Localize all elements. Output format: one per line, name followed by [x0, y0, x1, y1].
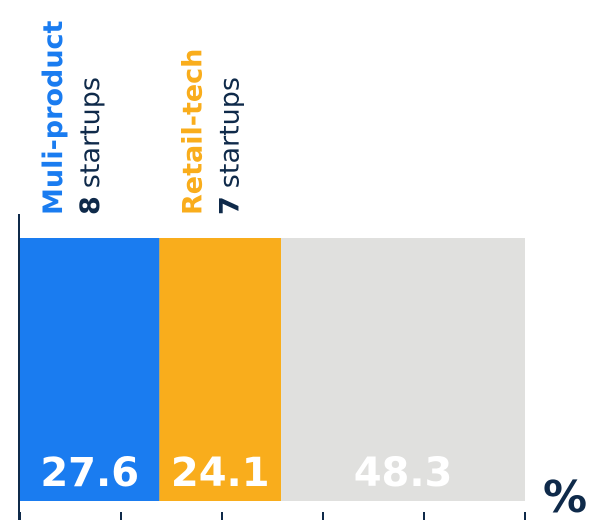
count-number: 7 [214, 196, 245, 215]
value-label: 27.6 [40, 450, 139, 496]
count-unit: startups [75, 77, 106, 188]
series-count: 8 startups [75, 77, 106, 215]
value-label: 48.3 [354, 450, 453, 496]
series-name: Muli-product [38, 20, 69, 215]
count-unit: startups [214, 77, 245, 188]
bar-segment [20, 238, 160, 501]
unit-label: % [543, 472, 587, 520]
bar-segment [281, 238, 525, 501]
series-name: Retail-tech [177, 49, 208, 215]
value-label: 24.1 [171, 450, 270, 496]
bar-segment [159, 238, 282, 501]
count-number: 8 [75, 196, 106, 215]
series-count: 7 startups [214, 77, 245, 215]
